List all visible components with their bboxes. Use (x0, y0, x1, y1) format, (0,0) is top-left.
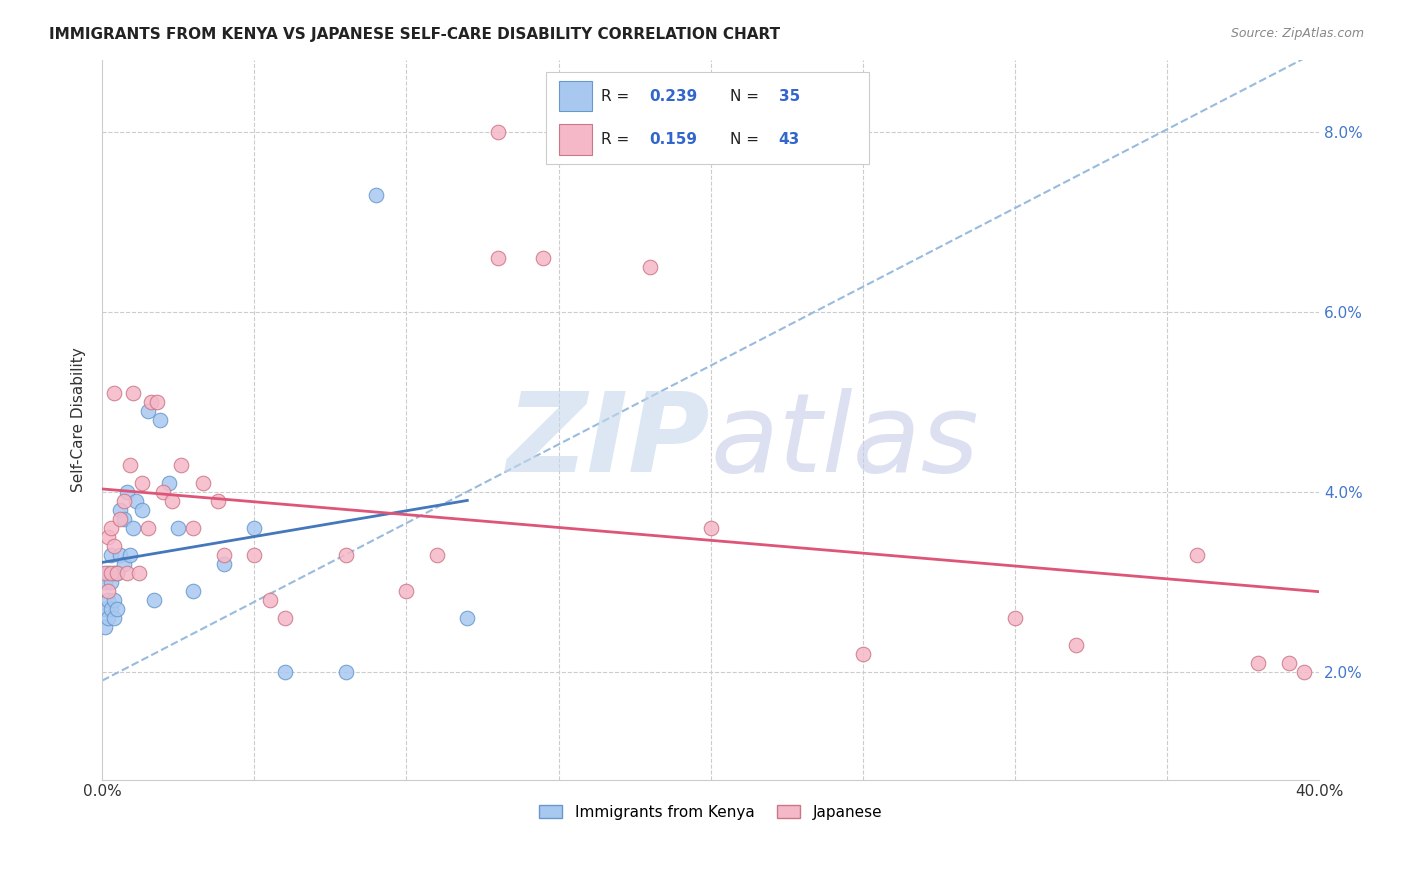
Text: Source: ZipAtlas.com: Source: ZipAtlas.com (1230, 27, 1364, 40)
Legend: Immigrants from Kenya, Japanese: Immigrants from Kenya, Japanese (533, 798, 889, 826)
Y-axis label: Self-Care Disability: Self-Care Disability (72, 347, 86, 492)
Point (1278, 656, 1301, 670)
Point (243, 548, 266, 562)
Point (107, 601, 129, 615)
Point (97, 566, 120, 580)
Point (97, 583, 120, 598)
Point (97, 592, 120, 607)
Point (100, 566, 122, 580)
Point (136, 403, 159, 417)
Point (139, 394, 162, 409)
Point (274, 610, 297, 624)
Point (110, 548, 132, 562)
Point (152, 484, 174, 499)
Point (364, 187, 387, 202)
Point (167, 520, 190, 534)
Point (112, 557, 135, 571)
Point (118, 548, 141, 562)
Point (456, 610, 478, 624)
Point (131, 502, 153, 516)
Point (94, 601, 117, 615)
Point (115, 566, 138, 580)
Point (183, 520, 205, 534)
Point (1064, 638, 1087, 652)
Point (94, 619, 117, 633)
Point (110, 511, 132, 525)
Text: IMMIGRANTS FROM KENYA VS JAPANESE SELF-CARE DISABILITY CORRELATION CHART: IMMIGRANTS FROM KENYA VS JAPANESE SELF-C… (49, 27, 780, 42)
Point (274, 665, 297, 679)
Point (149, 412, 172, 426)
Point (157, 475, 180, 490)
Point (97, 530, 120, 544)
Point (160, 493, 183, 508)
Point (94, 574, 117, 589)
Point (112, 493, 135, 508)
Point (107, 566, 129, 580)
Point (100, 520, 122, 534)
Point (103, 566, 125, 580)
Point (191, 475, 214, 490)
Point (110, 502, 132, 516)
Point (486, 125, 509, 139)
Point (395, 583, 418, 598)
Point (100, 548, 122, 562)
Point (118, 458, 141, 472)
Point (638, 260, 661, 274)
Point (183, 583, 205, 598)
Point (128, 566, 150, 580)
Point (103, 539, 125, 553)
Point (136, 520, 159, 534)
Point (531, 251, 554, 265)
Point (97, 610, 120, 624)
Point (335, 548, 357, 562)
Point (100, 601, 122, 615)
Point (426, 548, 449, 562)
Point (852, 647, 875, 661)
Point (103, 610, 125, 624)
Point (699, 520, 721, 534)
Point (103, 385, 125, 400)
Point (486, 251, 509, 265)
Point (1292, 665, 1315, 679)
Point (121, 520, 143, 534)
Point (131, 475, 153, 490)
Point (146, 394, 169, 409)
Point (142, 592, 165, 607)
Point (94, 566, 117, 580)
Point (212, 557, 235, 571)
Text: atlas: atlas (710, 388, 980, 495)
Point (212, 548, 235, 562)
Point (335, 665, 357, 679)
Point (1247, 656, 1270, 670)
Point (115, 484, 138, 499)
Point (170, 458, 193, 472)
Point (100, 574, 122, 589)
Point (112, 511, 135, 525)
Point (121, 385, 143, 400)
Point (107, 566, 129, 580)
Point (124, 493, 146, 508)
Point (207, 493, 229, 508)
Point (259, 592, 281, 607)
Point (1187, 548, 1209, 562)
Point (243, 520, 266, 534)
Point (1004, 610, 1026, 624)
Point (103, 592, 125, 607)
Text: ZIP: ZIP (508, 388, 710, 495)
